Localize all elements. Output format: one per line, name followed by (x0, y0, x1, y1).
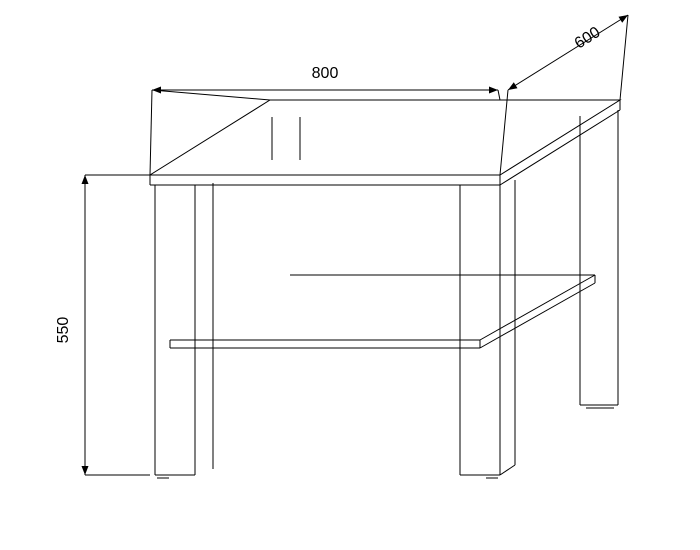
dimension-height-label: 550 (55, 317, 72, 344)
dimension-depth-label: 600 (572, 24, 604, 53)
table-dimension-drawing: 800 600 550 (0, 0, 700, 550)
table-outline (150, 100, 620, 478)
dimension-width-label: 800 (312, 65, 339, 82)
dimension-annotations (82, 15, 629, 475)
